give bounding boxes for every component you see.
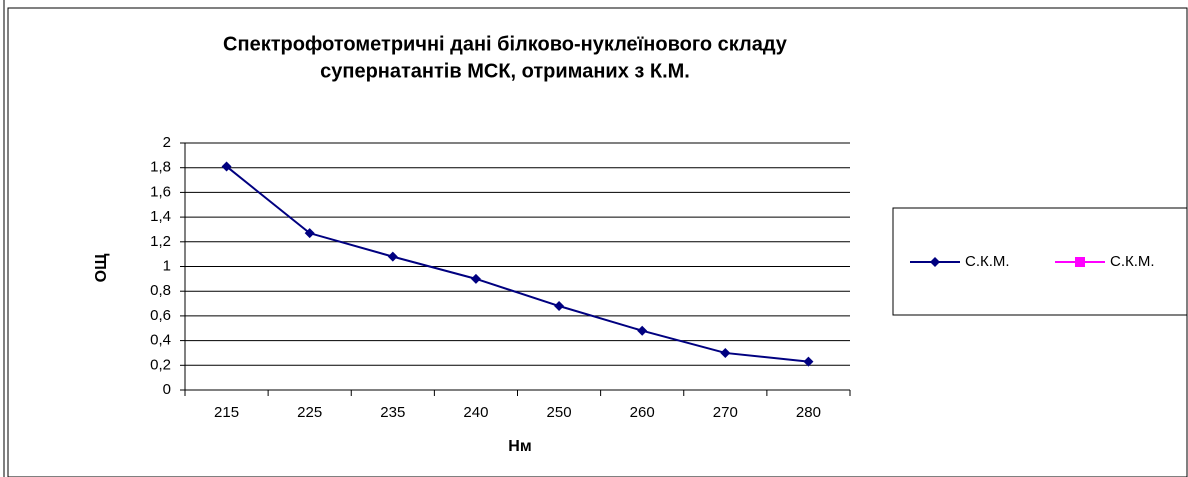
data-point	[554, 301, 565, 312]
x-tick-label: 215	[214, 404, 239, 421]
x-tick-label: 270	[713, 404, 738, 421]
legend-label: С.К.М.	[965, 253, 1010, 270]
x-axis-title: Нм	[508, 438, 531, 455]
x-tick-label: 240	[463, 404, 488, 421]
chart-title: Спектрофотометричні дані білково-нуклеїн…	[223, 33, 788, 55]
y-tick-label: 1,8	[150, 159, 171, 176]
legend-marker	[1075, 257, 1085, 267]
chart-title: супернатантів МСК, отриманих з К.М.	[320, 60, 690, 82]
x-tick-label: 280	[796, 404, 821, 421]
y-tick-label: 0,4	[150, 332, 171, 349]
y-tick-label: 0,8	[150, 282, 171, 299]
data-point	[470, 273, 481, 284]
y-tick-label: 1,2	[150, 233, 171, 250]
data-point	[304, 228, 315, 239]
data-point	[221, 161, 232, 172]
y-tick-label: 2	[163, 134, 171, 151]
data-point	[387, 251, 398, 262]
x-tick-label: 250	[547, 404, 572, 421]
legend-label: С.К.М.	[1110, 253, 1155, 270]
x-tick-label: 235	[380, 404, 405, 421]
y-tick-label: 1,6	[150, 183, 171, 200]
y-tick-label: 0	[163, 381, 171, 398]
y-tick-label: 1,4	[150, 208, 171, 225]
y-tick-label: 0,2	[150, 356, 171, 373]
x-tick-label: 260	[630, 404, 655, 421]
data-point	[637, 325, 648, 336]
series-line	[225, 165, 809, 363]
data-point	[803, 356, 814, 367]
y-tick-label: 1	[163, 257, 171, 274]
legend-marker	[930, 257, 940, 267]
x-tick-label: 225	[297, 404, 322, 421]
data-point	[720, 347, 731, 358]
y-axis-title: ОЩ	[93, 253, 110, 282]
y-tick-label: 0,6	[150, 307, 171, 324]
